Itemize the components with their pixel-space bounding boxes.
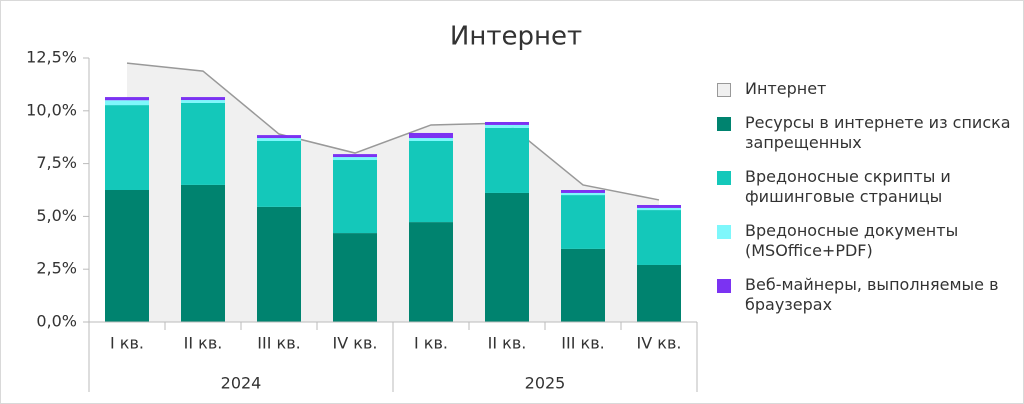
y-tick-label: 2,5% <box>36 259 77 278</box>
bar-segment <box>257 135 301 139</box>
bar-segment <box>561 195 605 249</box>
x-tick-label: II кв. <box>184 334 223 353</box>
legend-swatch <box>717 83 731 97</box>
y-tick-label: 12,5% <box>26 48 77 67</box>
group-label: 2024 <box>221 374 262 393</box>
y-tick-label: 10,0% <box>26 100 77 119</box>
x-tick-label: IV кв. <box>333 334 378 353</box>
bar-segment <box>637 207 681 211</box>
bar-segment <box>561 190 605 193</box>
bar-segment <box>181 97 225 101</box>
legend-swatch <box>717 171 731 185</box>
legend-label: Веб-майнеры, выполняемые в браузерах <box>745 275 999 314</box>
bar-segment <box>485 124 529 128</box>
bar-segment <box>561 248 605 322</box>
legend-item: Вредоносные скрипты и фишинговые страниц… <box>717 167 1013 207</box>
legend-label: Интернет <box>745 79 827 98</box>
bar-segment <box>637 210 681 265</box>
bar-segment <box>409 132 453 139</box>
legend-swatch <box>717 225 731 239</box>
bar-segment <box>257 141 301 207</box>
bar-segment <box>333 154 377 158</box>
bar-segment <box>105 97 149 101</box>
bar-segment <box>637 204 681 208</box>
legend-label: Вредоносные скрипты и фишинговые страниц… <box>745 167 951 206</box>
legend-item: Веб-майнеры, выполняемые в браузерах <box>717 275 1013 315</box>
legend-swatch <box>717 279 731 293</box>
y-tick-label: 0,0% <box>36 312 77 331</box>
bar-segment <box>105 100 149 106</box>
bar-segment <box>409 141 453 223</box>
x-tick-label: IV кв. <box>637 334 682 353</box>
bar-segment <box>333 233 377 322</box>
legend-label: Вредоносные документы (MSOffice+PDF) <box>745 221 959 260</box>
bar-segment <box>409 138 453 142</box>
bar-segment <box>333 157 377 161</box>
bar-segment <box>105 105 149 190</box>
area-line <box>126 62 660 201</box>
bar-segment <box>181 100 225 103</box>
bar-segment <box>257 138 301 142</box>
bar-segment <box>485 192 529 322</box>
x-tick-label: I кв. <box>110 334 144 353</box>
y-tick-label: 7,5% <box>36 153 77 172</box>
bar-segment <box>333 160 377 234</box>
legend-item: Вредоносные документы (MSOffice+PDF) <box>717 221 1013 261</box>
bar-segment <box>257 206 301 322</box>
x-tick-label: I кв. <box>414 334 448 353</box>
legend-item: Ресурсы в интернете из списка запрещенны… <box>717 113 1013 153</box>
x-tick-label: III кв. <box>561 334 604 353</box>
bar-segment <box>409 222 453 322</box>
bar-segment <box>105 190 149 322</box>
x-tick-label: II кв. <box>488 334 527 353</box>
x-tick-label: III кв. <box>257 334 300 353</box>
bar-segment <box>485 127 529 193</box>
legend: Интернет Ресурсы в интернете из списка за… <box>717 79 1013 329</box>
legend-label: Ресурсы в интернете из списка запрещенны… <box>745 113 1011 152</box>
bar-segment <box>485 121 529 125</box>
bar-segment <box>181 102 225 185</box>
legend-item: Интернет <box>717 79 1013 99</box>
group-label: 2025 <box>525 374 566 393</box>
y-tick-label: 5,0% <box>36 206 77 225</box>
bar-segment <box>561 192 605 196</box>
chart-title: Интернет <box>450 22 582 52</box>
bar-segment <box>181 184 225 322</box>
legend-swatch <box>717 117 731 131</box>
bar-segment <box>637 264 681 322</box>
